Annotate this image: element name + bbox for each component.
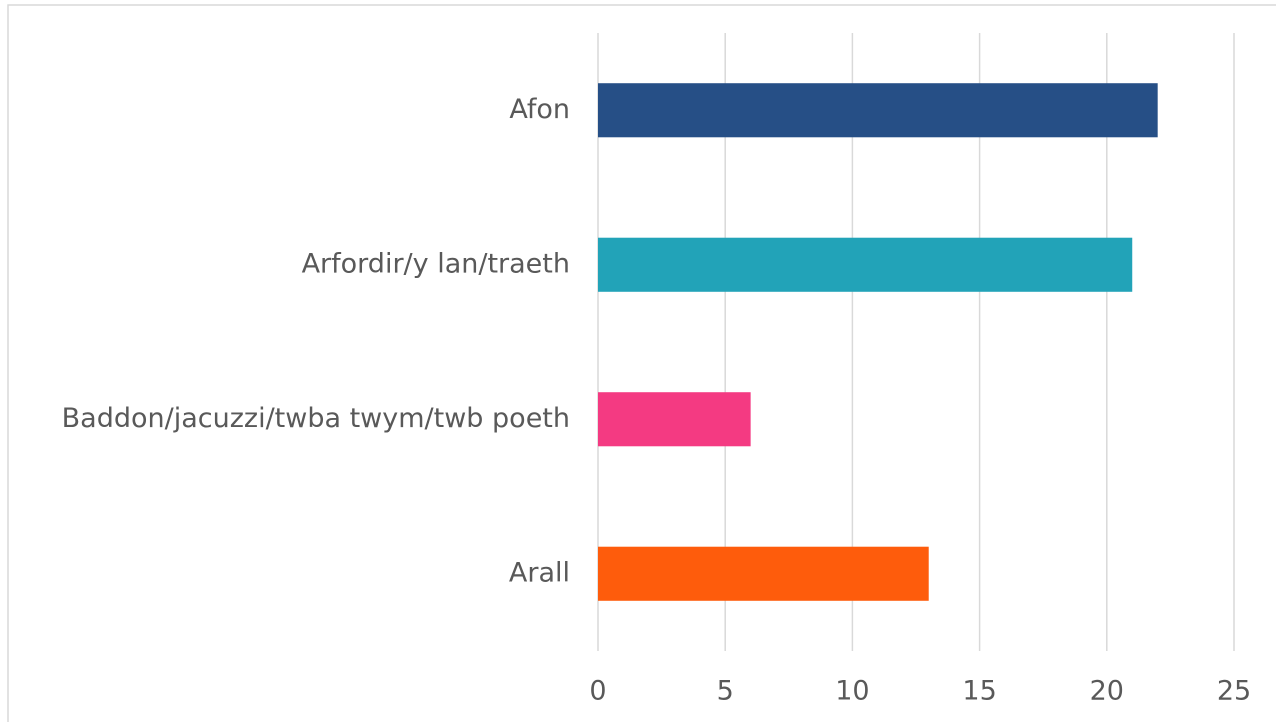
y-tick-label: Arfordir/y lan/traeth: [302, 248, 570, 279]
x-tick-label: 20: [1090, 676, 1124, 707]
x-tick-label: 10: [835, 676, 869, 707]
bar: [598, 392, 751, 447]
bar: [598, 546, 929, 601]
y-tick-label: Baddon/jacuzzi/twba twym/twb poeth: [62, 403, 570, 434]
bar: [598, 237, 1133, 292]
bar: [598, 83, 1158, 138]
y-tick-label: Arall: [509, 557, 570, 588]
y-tick-label: Afon: [509, 94, 570, 125]
x-tick-label: 5: [717, 676, 734, 707]
x-tick-label: 25: [1217, 676, 1251, 707]
x-tick-label: 15: [962, 676, 996, 707]
x-tick-label: 0: [589, 676, 606, 707]
